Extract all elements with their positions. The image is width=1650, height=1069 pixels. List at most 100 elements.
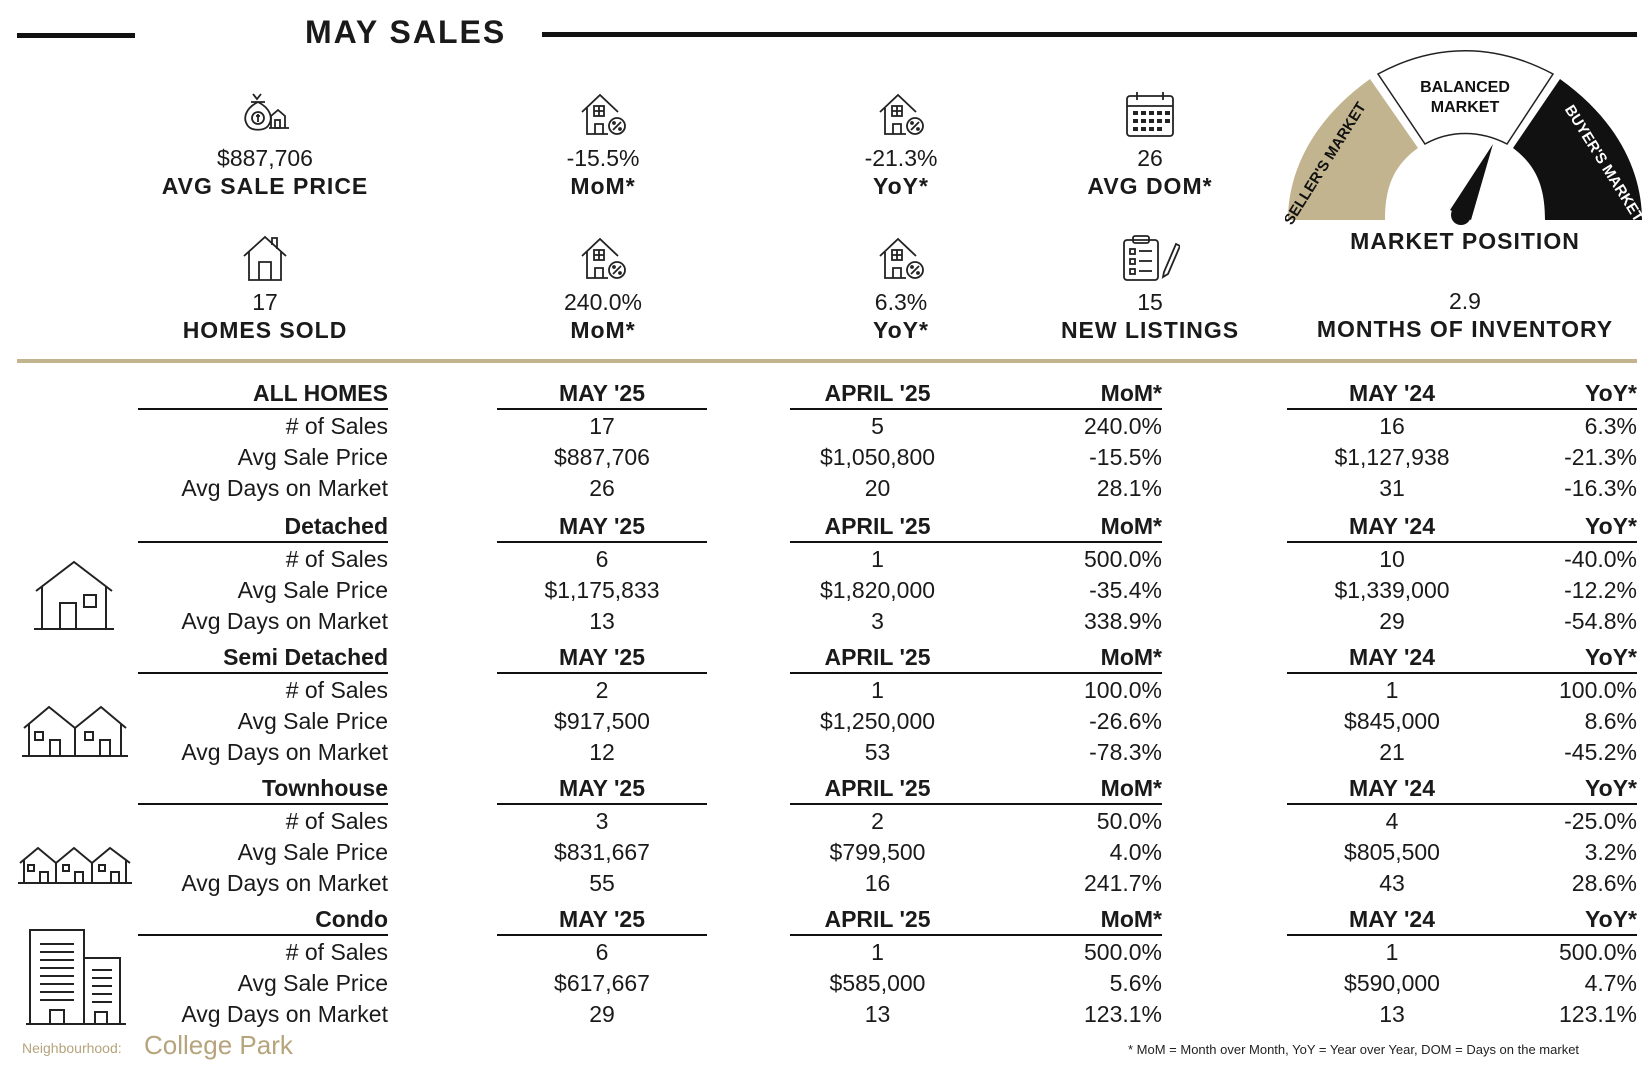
cell-mom: -15.5% — [1089, 444, 1162, 470]
section-semi-detached: Semi Detached MAY '25 MoM* APRIL '25 YoY… — [0, 642, 1650, 772]
stat-mom-price: -15.5% MoM* — [463, 86, 743, 200]
cell-last-year: 13 — [1379, 1001, 1405, 1027]
cell-current: $887,706 — [554, 444, 650, 470]
stat-homes-sold: 17 HOMES SOLD — [125, 230, 405, 344]
col-header-last-year: MAY '24 — [1348, 380, 1436, 406]
market-position-label: MARKET POSITION — [1350, 228, 1580, 254]
stat-value: 2.9 — [1449, 288, 1481, 314]
clipboard-pencil-icon — [1010, 230, 1290, 282]
col-header-last-year: MAY '24 — [1348, 513, 1436, 539]
col-header-current: MAY '25 — [497, 378, 707, 410]
stat-new-listings: 15 NEW LISTINGS — [1010, 230, 1290, 344]
cell-last-year: $1,339,000 — [1334, 577, 1450, 603]
buyer-market-segment — [1513, 79, 1642, 220]
stat-value: 17 — [252, 289, 278, 315]
cell-yoy: 8.6% — [1584, 708, 1637, 734]
cell-yoy: 100.0% — [1558, 677, 1637, 703]
cell-current: $917,500 — [554, 708, 650, 734]
col-header-yoy: YoY* — [1287, 642, 1637, 674]
col-header-mom: MoM* — [790, 511, 1162, 543]
cell-prev: 1 — [871, 546, 884, 572]
semi-detached-icon — [22, 705, 128, 757]
house-percent-icon — [463, 86, 743, 138]
cell-mom: 5.6% — [1109, 970, 1162, 996]
stat-label: MONTHS OF INVENTORY — [1316, 316, 1614, 342]
stat-label: HOMES SOLD — [182, 317, 348, 343]
stat-mom-sales: 240.0% MoM* — [463, 230, 743, 344]
row-label: # of Sales — [285, 939, 388, 965]
row-label: # of Sales — [285, 808, 388, 834]
stat-label: AVG SALE PRICE — [161, 173, 369, 199]
row-label: Avg Days on Market — [181, 870, 388, 896]
townhouse-icon — [18, 846, 132, 884]
cell-prev: 5 — [871, 413, 884, 439]
col-header-current: MAY '25 — [497, 773, 707, 805]
cell-yoy: -16.3% — [1564, 475, 1637, 501]
cell-mom: 50.0% — [1096, 808, 1162, 834]
cell-yoy: -40.0% — [1564, 546, 1637, 572]
cell-yoy: -25.0% — [1564, 808, 1637, 834]
col-header-last-year: MAY '24 — [1348, 906, 1436, 932]
row-label: Avg Sale Price — [237, 577, 388, 603]
cell-mom: 338.9% — [1083, 608, 1162, 634]
footnote: * MoM = Month over Month, YoY = Year ove… — [1128, 1042, 1580, 1057]
cell-current: $617,667 — [554, 970, 650, 996]
cell-current: 6 — [595, 939, 609, 965]
row-label: Avg Days on Market — [181, 1001, 388, 1027]
house-percent-icon — [761, 230, 1041, 282]
cell-mom: -35.4% — [1089, 577, 1162, 603]
cell-last-year: 31 — [1379, 475, 1405, 501]
cell-mom: 240.0% — [1083, 413, 1162, 439]
stat-label: MoM* — [570, 317, 636, 343]
section-title: Townhouse — [138, 773, 388, 805]
col-header-mom: MoM* — [790, 642, 1162, 674]
cell-yoy: 28.6% — [1571, 870, 1637, 896]
cell-prev: $1,250,000 — [819, 708, 936, 734]
section-title: Semi Detached — [138, 642, 388, 674]
cell-current: 12 — [589, 739, 615, 765]
cell-current: 26 — [589, 475, 615, 501]
row-label: Avg Days on Market — [181, 608, 388, 634]
row-label: # of Sales — [285, 546, 388, 572]
row-label: # of Sales — [285, 413, 388, 439]
section-condo: Condo MAY '25 MoM* APRIL '25 YoY* MAY '2… — [0, 904, 1650, 1034]
stat-value: 6.3% — [874, 289, 928, 315]
cell-mom: 500.0% — [1083, 939, 1162, 965]
cell-yoy: 500.0% — [1558, 939, 1637, 965]
cell-prev: 2 — [871, 808, 884, 834]
calendar-icon — [1010, 86, 1290, 138]
house-icon — [125, 230, 405, 282]
condo-building-icon — [26, 929, 126, 1025]
stat-yoy-sales: 6.3% YoY* — [761, 230, 1041, 344]
col-header-prev: APRIL '25 — [824, 513, 931, 539]
cell-current: $831,667 — [554, 839, 650, 865]
gauge-needle — [1450, 144, 1493, 220]
cell-current: 17 — [589, 413, 615, 439]
row-label: Avg Sale Price — [237, 708, 388, 734]
neighbourhood-name: College Park — [144, 1030, 293, 1060]
cell-current: 29 — [589, 1001, 615, 1027]
gauge-pivot — [1451, 205, 1471, 225]
col-header-current: MAY '25 — [497, 904, 707, 936]
row-label: # of Sales — [285, 677, 388, 703]
cell-current: $1,175,833 — [544, 577, 660, 603]
cell-last-year: 21 — [1379, 739, 1405, 765]
house-percent-icon — [463, 230, 743, 282]
money-bag-house-icon — [125, 86, 405, 138]
stat-value: -21.3% — [864, 145, 938, 171]
section-title: Detached — [138, 511, 388, 543]
page-title: MAY SALES — [305, 14, 507, 50]
cell-current: 3 — [595, 808, 609, 834]
cell-prev: $1,820,000 — [819, 577, 936, 603]
cell-prev: 53 — [864, 739, 891, 765]
cell-last-year: 10 — [1379, 546, 1405, 572]
cell-last-year: 1 — [1385, 677, 1399, 703]
cell-prev: 13 — [864, 1001, 891, 1027]
cell-current: 6 — [595, 546, 609, 572]
col-header-current: MAY '25 — [497, 511, 707, 543]
market-position-gauge: SELLER'S MARKET BALANCED MARKET BUYER'S … — [1285, 50, 1645, 228]
cell-prev: $585,000 — [829, 970, 926, 996]
cell-yoy: -45.2% — [1564, 739, 1637, 765]
header-rule-left — [17, 33, 135, 38]
cell-yoy: -12.2% — [1564, 577, 1637, 603]
